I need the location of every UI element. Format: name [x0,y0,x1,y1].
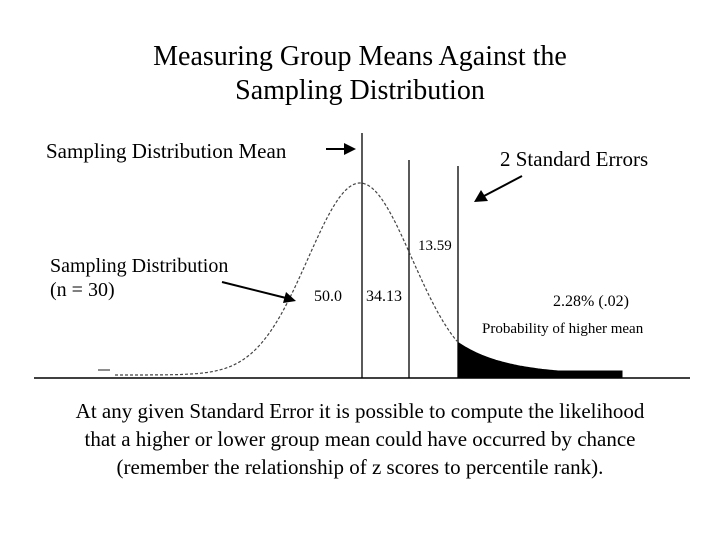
percent-50-label: 50.0 [314,288,342,305]
title-line-2: Sampling Distribution [235,75,485,106]
arrow-right-down-icon [221,281,296,303]
two-standard-errors-label: 2 Standard Errors [500,147,649,171]
percent-3413-label: 34.13 [366,288,402,305]
slide-caption: At any given Standard Error it is possib… [0,397,720,481]
sampling-distribution-mean-label: Sampling Distribution Mean [46,139,287,163]
caption-line-3: (remember the relationship of z scores t… [116,455,604,479]
caption-line-1: At any given Standard Error it is possib… [75,399,645,423]
shaded-tail [457,341,623,379]
percent-1359-label: 13.59 [418,238,452,254]
bell-curve [115,182,458,376]
caption-line-2: that a higher or lower group mean could … [84,427,636,451]
slide-title: Measuring Group Means Against the Sampli… [0,40,720,108]
arrow-right-icon [326,143,356,155]
arrow-down-left-icon [474,175,523,202]
title-line-1: Measuring Group Means Against the [153,41,567,72]
sampling-distribution-label-line-1: Sampling Distribution [50,255,229,277]
tail-probability-label: Probability of higher mean [482,321,644,337]
tail-percent-label: 2.28% (.02) [553,293,629,310]
sampling-distribution-label-line-2: (n = 30) [50,279,115,301]
sampling-distribution-label: Sampling Distribution (n = 30) [50,254,228,302]
